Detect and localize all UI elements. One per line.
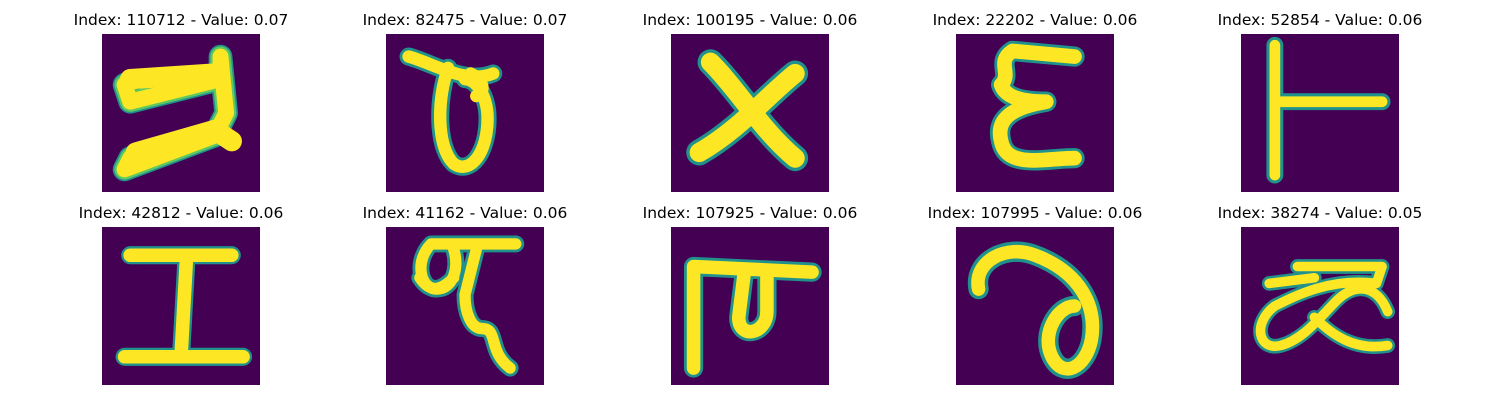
glyph-image	[956, 227, 1114, 385]
panel-title: Index: 41162 - Value: 0.06	[362, 204, 568, 222]
panel-1: Index: 110712 - Value: 0.07	[36, 0, 326, 192]
glyph-image	[102, 227, 260, 385]
panel-2: Index: 82475 - Value: 0.07	[320, 0, 610, 192]
panel-title: Index: 110712 - Value: 0.07	[73, 11, 289, 29]
panel-8: Index: 107925 - Value: 0.06	[605, 193, 895, 385]
panel-title: Index: 38274 - Value: 0.05	[1217, 204, 1423, 222]
panel-title: Index: 82475 - Value: 0.07	[362, 11, 568, 29]
panel-5: Index: 52854 - Value: 0.06	[1175, 0, 1465, 192]
glyph-image	[102, 34, 260, 192]
panel-title: Index: 22202 - Value: 0.06	[932, 11, 1138, 29]
glyph-image	[671, 227, 829, 385]
panel-6: Index: 42812 - Value: 0.06	[36, 193, 326, 385]
panel-title: Index: 52854 - Value: 0.06	[1217, 11, 1423, 29]
glyph-image	[386, 227, 544, 385]
panel-7: Index: 41162 - Value: 0.06	[320, 193, 610, 385]
panel-title: Index: 107995 - Value: 0.06	[927, 204, 1143, 222]
glyph-image	[1241, 227, 1399, 385]
panel-9: Index: 107995 - Value: 0.06	[890, 193, 1180, 385]
panel-title: Index: 100195 - Value: 0.06	[642, 11, 858, 29]
glyph-image	[956, 34, 1114, 192]
glyph-image	[1241, 34, 1399, 192]
panel-title: Index: 42812 - Value: 0.06	[78, 204, 284, 222]
glyph-image	[671, 34, 829, 192]
glyph-strokes	[112, 44, 242, 182]
panel-3: Index: 100195 - Value: 0.06	[605, 0, 895, 192]
panel-4: Index: 22202 - Value: 0.06	[890, 0, 1180, 192]
panel-title: Index: 107925 - Value: 0.06	[642, 204, 858, 222]
glyph-image	[386, 34, 544, 192]
panel-10: Index: 38274 - Value: 0.05	[1175, 193, 1465, 385]
